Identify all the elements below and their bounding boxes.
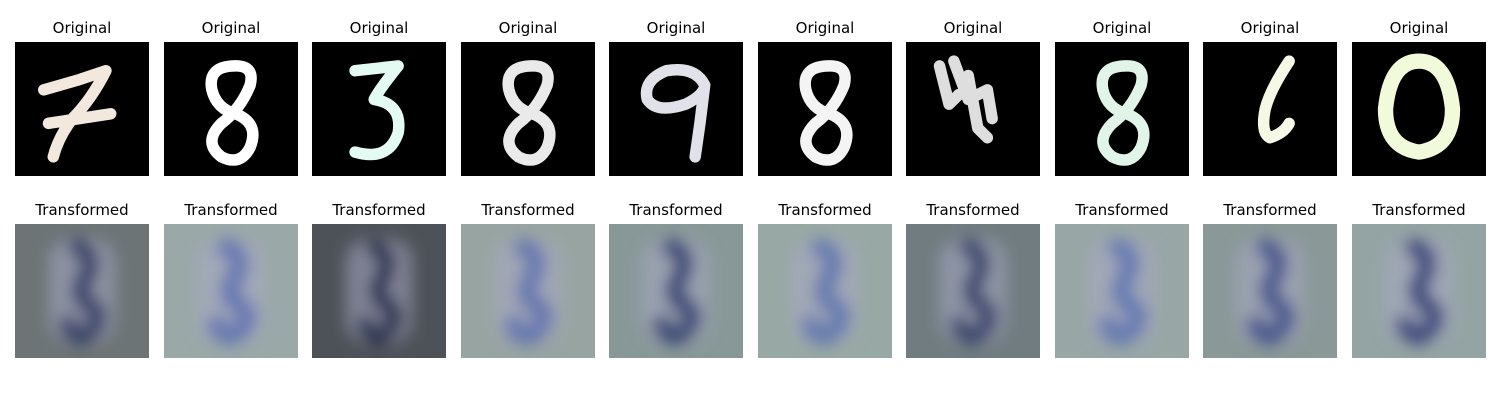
transformed-image [609, 224, 743, 358]
original-digit-image [1203, 42, 1337, 176]
panel-title: Transformed [481, 201, 575, 219]
original-digit-image [15, 42, 149, 176]
original-digit-image [312, 42, 446, 176]
transformed-image [1203, 224, 1337, 358]
transformed-image [758, 224, 892, 358]
panel-title: Transformed [1372, 201, 1466, 219]
panel-title: Transformed [1075, 201, 1169, 219]
panel-title: Transformed [35, 201, 129, 219]
panel-title: Original [201, 19, 261, 37]
panel-title: Original [498, 19, 558, 37]
panel-title: Original [349, 19, 409, 37]
panel-title: Transformed [926, 201, 1020, 219]
original-digit-image [1352, 42, 1486, 176]
digit-stroke [37, 64, 117, 163]
panel-title: Original [1092, 19, 1152, 37]
panel-title: Original [943, 19, 1003, 37]
panel-title: Transformed [629, 201, 723, 219]
original-digit-image [164, 42, 298, 176]
transformed-image [164, 224, 298, 358]
panel-title: Original [795, 19, 855, 37]
digit-stroke [1377, 53, 1461, 160]
original-digit-image [1055, 42, 1189, 176]
panel-title: Original [1389, 19, 1449, 37]
digit-stroke [205, 60, 259, 166]
panel-title: Original [1240, 19, 1300, 37]
transformed-image [15, 224, 149, 358]
transformed-image [1352, 224, 1486, 358]
digit-stroke [502, 60, 556, 166]
transformed-image [461, 224, 595, 358]
original-digit-image [609, 42, 743, 176]
original-digit-image [906, 42, 1040, 176]
digit-stroke [640, 64, 711, 163]
original-digit-image [461, 42, 595, 176]
panel-title: Transformed [184, 201, 278, 219]
transformed-image [906, 224, 1040, 358]
digit-stroke [349, 60, 405, 161]
digit-stroke [933, 55, 998, 144]
transformed-image [312, 224, 446, 358]
digit-stroke [1257, 55, 1295, 144]
panel-title: Transformed [778, 201, 872, 219]
original-digit-image [758, 42, 892, 176]
panel-title: Original [646, 19, 706, 37]
transformed-image [1055, 224, 1189, 358]
panel-title: Transformed [1223, 201, 1317, 219]
digit-stroke [799, 60, 853, 166]
panel-title: Original [52, 19, 112, 37]
digit-stroke [1096, 60, 1150, 166]
panel-title: Transformed [332, 201, 426, 219]
